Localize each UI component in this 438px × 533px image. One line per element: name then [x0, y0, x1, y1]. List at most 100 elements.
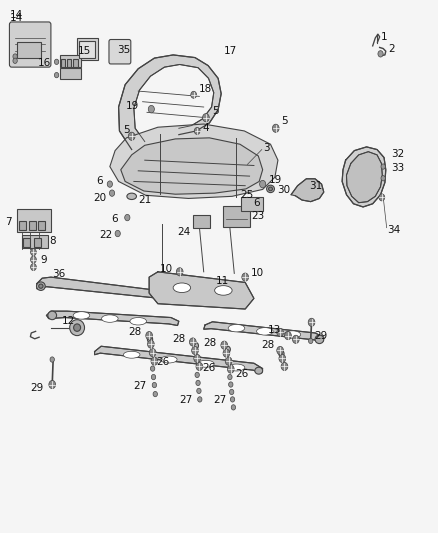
Ellipse shape	[54, 72, 59, 78]
Ellipse shape	[215, 286, 232, 295]
Ellipse shape	[285, 332, 291, 340]
Polygon shape	[342, 147, 386, 207]
Ellipse shape	[152, 382, 156, 387]
Text: 26: 26	[202, 362, 215, 373]
Ellipse shape	[243, 201, 248, 207]
Ellipse shape	[277, 346, 283, 354]
Ellipse shape	[381, 175, 385, 181]
Bar	[193, 215, 210, 228]
Text: 26: 26	[156, 357, 170, 367]
Text: 5: 5	[282, 116, 288, 126]
Bar	[17, 208, 51, 232]
Ellipse shape	[242, 273, 248, 281]
Ellipse shape	[230, 389, 234, 394]
Ellipse shape	[50, 357, 54, 362]
Text: 21: 21	[138, 195, 152, 205]
Bar	[34, 238, 41, 247]
Ellipse shape	[173, 283, 191, 293]
Text: 35: 35	[117, 45, 131, 54]
Bar	[38, 221, 45, 230]
Text: 29: 29	[30, 383, 43, 393]
Text: 10: 10	[160, 264, 173, 274]
Text: 8: 8	[49, 236, 56, 246]
Ellipse shape	[190, 338, 196, 346]
Bar	[60, 68, 81, 79]
Ellipse shape	[107, 181, 113, 187]
Bar	[241, 197, 263, 211]
Ellipse shape	[272, 124, 279, 132]
Text: 26: 26	[236, 369, 249, 379]
Polygon shape	[46, 311, 179, 326]
Ellipse shape	[31, 256, 36, 263]
Bar	[77, 38, 98, 60]
Bar	[21, 235, 48, 248]
Text: 32: 32	[392, 149, 405, 159]
Ellipse shape	[228, 364, 245, 371]
Ellipse shape	[191, 346, 198, 354]
Text: 13: 13	[268, 325, 281, 335]
Text: 15: 15	[78, 46, 91, 56]
Bar	[19, 221, 26, 230]
Ellipse shape	[54, 59, 59, 64]
Text: 23: 23	[252, 211, 265, 221]
Ellipse shape	[73, 312, 90, 319]
Ellipse shape	[277, 328, 283, 336]
Text: 2: 2	[388, 44, 395, 53]
Text: 28: 28	[172, 334, 185, 344]
Ellipse shape	[193, 343, 198, 349]
Text: 5: 5	[123, 125, 130, 135]
Ellipse shape	[260, 180, 266, 188]
Text: 34: 34	[387, 225, 400, 236]
Text: 25: 25	[240, 190, 253, 200]
Ellipse shape	[148, 336, 152, 343]
Ellipse shape	[198, 397, 202, 402]
Ellipse shape	[194, 354, 201, 362]
Text: 3: 3	[263, 143, 269, 153]
Ellipse shape	[149, 349, 156, 357]
Ellipse shape	[223, 349, 230, 357]
Ellipse shape	[110, 190, 115, 196]
Text: 16: 16	[38, 59, 51, 68]
Ellipse shape	[268, 187, 272, 191]
Text: 12: 12	[62, 316, 75, 326]
Ellipse shape	[130, 318, 147, 325]
Text: 27: 27	[134, 381, 147, 391]
Ellipse shape	[191, 91, 197, 98]
Ellipse shape	[124, 351, 140, 358]
Text: 5: 5	[212, 106, 219, 116]
Ellipse shape	[125, 214, 130, 221]
Ellipse shape	[177, 268, 183, 276]
Ellipse shape	[284, 331, 300, 338]
Text: 7: 7	[5, 217, 12, 228]
Ellipse shape	[49, 381, 56, 389]
Bar	[28, 221, 35, 230]
Ellipse shape	[197, 388, 201, 393]
Text: 27: 27	[180, 395, 193, 406]
Text: 6: 6	[253, 198, 260, 208]
Ellipse shape	[225, 357, 232, 365]
Text: 28: 28	[204, 337, 217, 348]
Text: 6: 6	[97, 176, 103, 187]
Text: 28: 28	[261, 340, 275, 350]
Ellipse shape	[115, 230, 120, 237]
Text: 10: 10	[251, 269, 265, 278]
Polygon shape	[121, 138, 263, 194]
Bar	[23, 238, 30, 247]
Ellipse shape	[48, 311, 57, 320]
Text: 31: 31	[309, 181, 322, 191]
Ellipse shape	[381, 164, 385, 169]
Ellipse shape	[279, 354, 286, 362]
Polygon shape	[95, 346, 263, 373]
Ellipse shape	[102, 315, 118, 322]
Ellipse shape	[128, 132, 135, 140]
Text: 18: 18	[199, 84, 212, 94]
Ellipse shape	[225, 346, 230, 353]
Ellipse shape	[231, 405, 236, 410]
Ellipse shape	[13, 58, 17, 63]
Text: 14: 14	[10, 10, 23, 20]
Text: 22: 22	[99, 230, 113, 240]
Text: 14: 14	[10, 13, 23, 23]
Ellipse shape	[39, 284, 43, 288]
Text: 27: 27	[214, 395, 227, 406]
Ellipse shape	[194, 127, 200, 134]
